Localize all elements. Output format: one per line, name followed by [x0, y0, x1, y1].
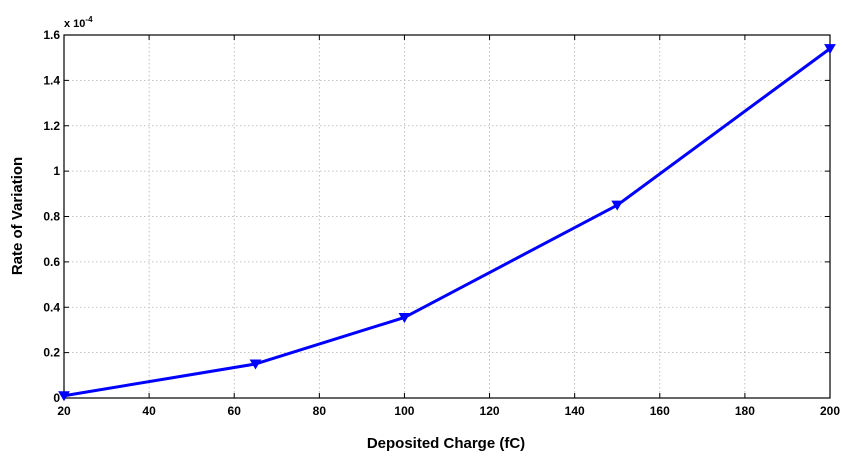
data-point-marker [249, 359, 262, 370]
series-layer [58, 44, 836, 402]
x-tick-label: 20 [57, 404, 71, 418]
y-tick-label: 0.6 [43, 255, 60, 269]
y-tick-label: 0.8 [43, 210, 60, 224]
data-point-marker [398, 312, 411, 323]
data-point-marker [824, 44, 836, 55]
series-line [62, 47, 832, 398]
x-tick-labels: 20 40 60 80 100 120 140 160 180 200 [57, 404, 840, 418]
x-tick-label: 120 [480, 404, 500, 418]
x-tick-label: 200 [820, 404, 840, 418]
x-axis-title: Deposited Charge (fC) [367, 435, 525, 452]
y-multiplier-exponent: -4 [85, 15, 93, 24]
data-point-marker [58, 391, 70, 402]
x-tick-label: 140 [565, 404, 585, 418]
y-multiplier-label: x 10-4 [64, 15, 93, 30]
y-tick-label: 1 [53, 164, 60, 178]
y-axis-title: Rate of Variation [9, 157, 26, 275]
y-tick-label: 1.2 [43, 119, 60, 133]
x-tick-label: 100 [394, 404, 414, 418]
grid-lines [64, 35, 830, 398]
y-tick-label: 0.4 [43, 300, 60, 314]
y-tick-labels: 0 0.2 0.4 0.6 0.8 1 1.2 1.4 1.6 [43, 28, 60, 405]
y-tick-label: 1.4 [43, 73, 60, 87]
tick-marks [63, 34, 831, 399]
y-tick-label: 0 [53, 391, 60, 405]
y-multiplier-base: x 10 [64, 18, 85, 30]
x-tick-label: 160 [650, 404, 670, 418]
x-tick-label: 80 [313, 404, 327, 418]
x-tick-label: 40 [142, 404, 156, 418]
y-tick-label: 1.6 [43, 28, 60, 42]
x-tick-label: 180 [735, 404, 755, 418]
y-tick-label: 0.2 [43, 346, 60, 360]
x-tick-label: 60 [228, 404, 242, 418]
plot-frame [63, 34, 831, 399]
data-point-marker [611, 200, 624, 211]
